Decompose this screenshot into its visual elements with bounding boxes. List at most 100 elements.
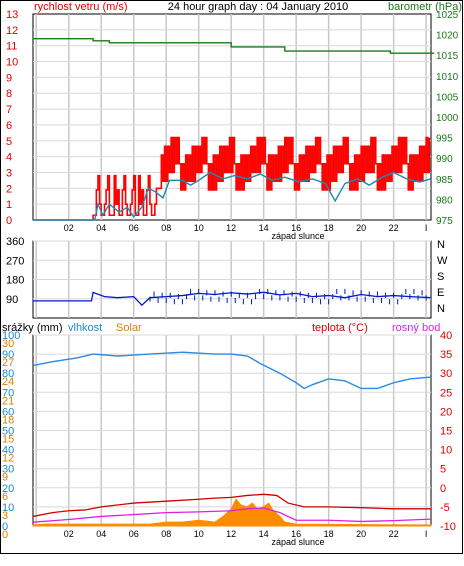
x-tick-label: 16 [291, 529, 301, 539]
rain-axis-label: srážky (mm) [2, 322, 63, 334]
wind-tick-label: 10 [6, 57, 18, 69]
compass-label: E [437, 287, 444, 299]
pressure-tick-label: 990 [436, 154, 453, 165]
humidity-series-label: vlhkost [68, 322, 102, 334]
rain-tick-label: 21 [2, 395, 14, 407]
x-tick-label: 10 [194, 223, 204, 233]
direction-tick-label: 90 [6, 294, 18, 306]
direction-marks [33, 288, 432, 307]
wind-tick-label: 5 [6, 136, 12, 148]
wind-marks [33, 38, 435, 221]
pressure-tick-label: 985 [436, 175, 453, 186]
humidity-tick-label: 70 [2, 387, 14, 399]
temperature-tick-label: 20 [440, 406, 452, 418]
humidity-tick-label: 0 [2, 521, 8, 533]
x-tick-label: I [425, 529, 428, 539]
wind-tick-label: 6 [6, 120, 12, 132]
x-tick-label: 02 [64, 223, 74, 233]
wind-tick-label: 8 [6, 88, 12, 100]
wind-tick-label: 2 [6, 183, 12, 195]
axis-ticks: 0202040406060808101012121414161618182020… [2, 9, 459, 541]
wind-tick-label: 12 [6, 25, 18, 37]
x-tick-label: 08 [161, 223, 171, 233]
pressure-tick-label: 1020 [436, 31, 459, 42]
x-tick-label: 16 [291, 223, 301, 233]
wind-tick-label: 9 [6, 72, 12, 84]
pressure-tick-label: 1005 [436, 92, 459, 103]
x-tick-label: 14 [259, 529, 269, 539]
x-tick-label: 20 [356, 529, 366, 539]
x-tick-label: 22 [389, 223, 399, 233]
x-tick-label: 06 [129, 529, 139, 539]
humidity-marks [32, 351, 432, 527]
wind-average-line [33, 171, 432, 221]
humidity-tick-label: 60 [2, 406, 14, 418]
humidity-tick-label: 80 [2, 368, 14, 380]
humidity-line [32, 351, 432, 390]
x-tick-label: I [425, 223, 428, 233]
rain-tick-label: 12 [2, 453, 14, 465]
rain-tick-label: 9 [2, 472, 8, 484]
pressure-tick-label: 1010 [436, 72, 459, 83]
compass-label: N [437, 239, 445, 251]
humidity-tick-label: 20 [2, 483, 14, 495]
temperature-tick-label: 25 [440, 387, 452, 399]
direction-tick-label: 360 [6, 236, 24, 248]
humidity-tick-label: 50 [2, 426, 14, 438]
rain-tick-label: 30 [2, 338, 14, 350]
rain-tick-label: 18 [2, 414, 14, 426]
compass-label: N [437, 303, 445, 315]
pressure-tick-label: 1015 [436, 51, 459, 62]
solar-area [32, 498, 432, 527]
temperature-tick-label: 5 [440, 464, 446, 476]
rain-tick-label: 27 [2, 357, 14, 369]
temperature-tick-label: 35 [440, 349, 452, 361]
barometer-axis-label: barometr (hPa) [388, 1, 462, 13]
x-tick-label: 04 [96, 223, 106, 233]
temperature-tick-label: 15 [440, 426, 452, 438]
temperature-tick-label: 0 [440, 483, 446, 495]
x-tick-label: 02 [64, 529, 74, 539]
x-tick-label: 10 [194, 529, 204, 539]
wind-tick-label: 13 [6, 9, 18, 21]
x-tick-label: 04 [96, 529, 106, 539]
x-tick-label: 22 [389, 529, 399, 539]
pressure-tick-label: 1000 [436, 113, 459, 124]
direction-grid [33, 240, 431, 318]
rain-tick-label: 6 [2, 491, 8, 503]
temperature-tick-label: 10 [440, 445, 452, 457]
wind-plot-area [32, 13, 432, 221]
x-tick-label: 18 [324, 223, 334, 233]
temperature-line [32, 493, 431, 518]
humidity-tick-label: 90 [2, 349, 14, 361]
direction-tick-label: 180 [6, 275, 24, 287]
temperature-tick-label: 30 [440, 368, 452, 380]
humidity-tick-label: 30 [2, 464, 14, 476]
wind-tick-label: 11 [6, 41, 17, 53]
pressure-tick-label: 995 [436, 134, 453, 145]
wind-axis-label: rychlost vetru (m/s) [34, 1, 128, 13]
humidity-tick-label: 100 [2, 330, 20, 342]
rain-tick-label: 0 [2, 529, 8, 541]
direction-tick-label: 270 [6, 255, 24, 267]
pressure-tick-label: 975 [436, 216, 453, 227]
x-tick-label: 12 [226, 529, 236, 539]
solar-series-label: Solar [116, 322, 142, 334]
wind-tick-label: 1 [6, 199, 12, 211]
wind-tick-label: 7 [6, 104, 12, 116]
compass-label: S [437, 271, 444, 283]
pressure-line [33, 38, 435, 54]
temperature-axis-label: teplota (°C) [312, 322, 368, 334]
dewpoint-line [32, 507, 432, 523]
compass-label: W [437, 255, 448, 267]
humidity-tick-label: 40 [2, 445, 14, 457]
x-tick-label: 12 [226, 223, 236, 233]
x-tick-label: 18 [324, 529, 334, 539]
pressure-tick-label: 1025 [436, 10, 459, 21]
temperature-tick-label: 40 [440, 330, 452, 342]
temperature-tick-label: -5 [440, 502, 450, 514]
humidity-tick-label: 10 [2, 502, 14, 514]
wind-tick-label: 3 [6, 167, 12, 179]
temperature-tick-label: -10 [440, 521, 456, 533]
